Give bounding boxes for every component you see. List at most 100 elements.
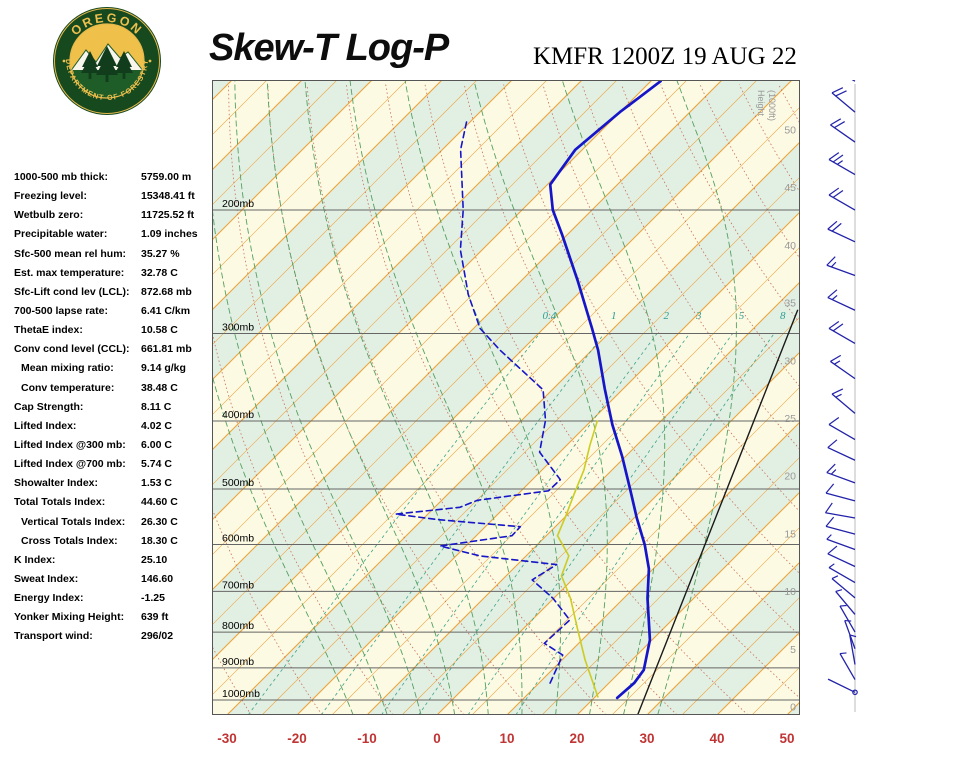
odf-logo: OREGON DEPARTMENT OF FORESTRY <box>53 7 161 115</box>
height-axis-label: (1000ft) <box>767 90 777 121</box>
x-axis-tick: 50 <box>779 731 795 746</box>
index-label: Cap Strength: <box>14 400 84 413</box>
index-label: 700-500 lapse rate: <box>14 304 108 317</box>
index-row: Yonker Mixing Height: 639 ft <box>14 608 222 627</box>
chart-border <box>212 80 800 715</box>
wind-barb-column <box>824 80 858 712</box>
index-label: Est. max temperature: <box>14 266 125 279</box>
index-label: Sweat Index: <box>14 572 79 585</box>
index-label: Cross Totals Index: <box>21 534 118 547</box>
index-row: Vertical Totals Index: 26.30 C <box>14 513 222 532</box>
index-value: 26.30 C <box>141 515 178 528</box>
index-label: Lifted Index @300 mb: <box>14 438 126 451</box>
x-axis-tick: 40 <box>709 731 725 746</box>
skewt-chart: 0.4 1 2 3 5 8200mb300mb400mb500mb600mb700mb80… <box>212 80 800 715</box>
wind-barb <box>827 678 858 696</box>
index-value: 5.74 C <box>141 458 172 471</box>
pressure-label: 800mb <box>222 620 254 632</box>
index-value: 44.60 C <box>141 496 178 509</box>
height-tick-label: 30 <box>784 355 796 367</box>
wind-barb <box>831 575 856 599</box>
index-row: Sfc-500 mean rel hum: 35.27 % <box>14 245 222 264</box>
x-axis-tick: 30 <box>639 731 655 746</box>
indices-panel: 1000-500 mb thick: 5759.00 m Freezing leve… <box>14 168 222 647</box>
pressure-label: 300mb <box>222 322 254 334</box>
wind-barb <box>839 604 856 633</box>
x-axis-tick: -30 <box>217 731 237 746</box>
parcel-reference-trace <box>637 309 799 715</box>
index-row: Cap Strength: 8.11 C <box>14 398 222 417</box>
temperature-trace <box>548 80 662 700</box>
index-label: Freezing level: <box>14 190 87 203</box>
wetbulb-trace <box>556 420 599 698</box>
index-label: Total Totals Index: <box>14 496 106 509</box>
index-label: Lifted Index @700 mb: <box>14 458 126 471</box>
mixing-ratio-label: 3 <box>695 310 702 322</box>
x-axis-tick: -20 <box>287 731 307 746</box>
index-row: 1000-500 mb thick: 5759.00 m <box>14 168 222 187</box>
mixing-ratio-label: 5 <box>739 310 745 322</box>
index-label: Energy Index: <box>14 592 84 605</box>
index-label: 1000-500 mb thick: <box>14 171 108 183</box>
index-label: K Index: <box>14 553 56 566</box>
index-row: Showalter Index: 1.53 C <box>14 474 222 493</box>
index-value: 146.60 <box>141 572 174 585</box>
index-row: Lifted Index: 4.02 C <box>14 417 222 436</box>
pressure-label: 400mb <box>222 409 254 421</box>
wind-barb <box>839 652 856 680</box>
wind-barb <box>826 534 856 551</box>
wind-barb <box>831 388 856 414</box>
mixing-ratio-label: 8 <box>780 310 786 322</box>
tree-icons <box>81 46 133 82</box>
wind-barb <box>826 463 856 484</box>
wind-barb <box>826 256 856 277</box>
index-value: 18.30 C <box>141 534 178 547</box>
mixing-ratio-label: 0.4 <box>543 310 557 322</box>
mixing-ratio-lines: 0.4 1 2 3 5 8 <box>247 310 786 715</box>
index-value: 10.58 C <box>141 324 178 337</box>
wind-barb <box>844 619 856 649</box>
wind-barb <box>849 634 857 665</box>
height-tick-label: 40 <box>784 240 796 252</box>
index-row: Precipitable water: 1.09 inches <box>14 225 222 244</box>
wind-barb <box>827 439 856 461</box>
x-axis-tick: 10 <box>499 731 515 746</box>
index-label: Sfc-500 mean rel hum: <box>14 247 127 260</box>
pressure-levels: 200mb 300mb 400mb 500mb 600mb 700mb 800mb 900mb… <box>212 198 800 701</box>
wind-barb <box>830 118 856 143</box>
wind-barb <box>828 563 856 584</box>
index-label: Transport wind: <box>14 630 93 643</box>
index-row: Cross Totals Index: 18.30 C <box>14 532 222 551</box>
index-label: Precipitable water: <box>14 228 108 241</box>
index-row: K Index: 25.10 <box>14 551 222 570</box>
sounding-traces <box>394 80 799 715</box>
station-datetime-title: KMFR 1200Z 19 AUG 22 <box>533 43 797 70</box>
wind-barb <box>835 589 856 615</box>
logo-dot-left <box>62 59 66 63</box>
index-value: -1.25 <box>141 592 165 605</box>
index-value: 661.81 mb <box>141 343 192 356</box>
pressure-label: 600mb <box>222 533 254 545</box>
height-tick-label: 5 <box>790 644 796 656</box>
height-tick-label: 20 <box>784 471 796 483</box>
wind-barb <box>824 502 856 519</box>
index-label: Showalter Index: <box>14 477 99 490</box>
logo-dot-right <box>148 59 152 63</box>
index-row: Wetbulb zero: 11725.52 ft <box>14 206 222 225</box>
page-title: Skew-T Log-P <box>209 27 449 69</box>
index-row: Total Totals Index: 44.60 C <box>14 493 222 512</box>
index-value: 9.14 g/kg <box>141 362 186 375</box>
index-label: Vertical Totals Index: <box>21 515 126 528</box>
pressure-label: 700mb <box>222 579 254 591</box>
index-value: 5759.00 m <box>141 171 192 183</box>
index-value: 15348.41 ft <box>141 190 195 203</box>
index-row: ThetaE index: 10.58 C <box>14 321 222 340</box>
index-row: Sweat Index: 146.60 <box>14 570 222 589</box>
height-tick-label: 35 <box>784 298 796 310</box>
height-tick-label: 15 <box>784 528 796 540</box>
pressure-label: 500mb <box>222 477 254 489</box>
logo-inner-outline <box>69 23 145 99</box>
dry-adiabat-lines <box>212 84 800 715</box>
index-value: 639 ft <box>141 611 169 624</box>
